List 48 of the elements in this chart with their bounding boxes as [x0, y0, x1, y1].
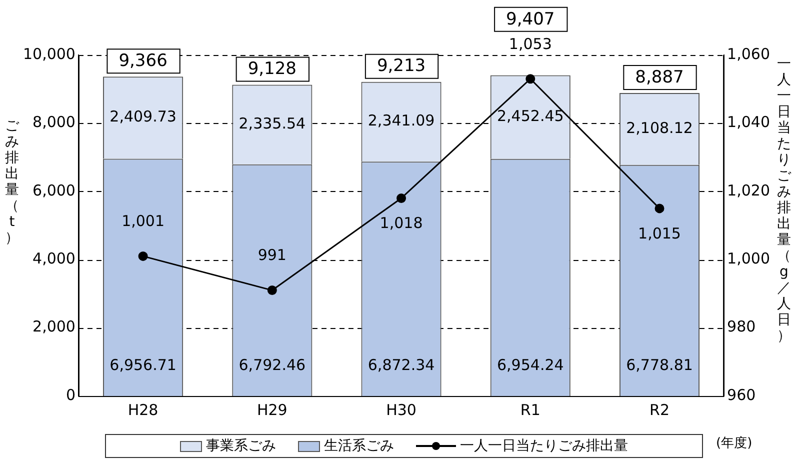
legend-label: 一人一日当たりごみ排出量: [460, 437, 628, 455]
data-label: 6,956.71: [110, 356, 176, 374]
y2-tick-label: 980: [727, 318, 756, 336]
legend-label: 生活系ごみ: [324, 437, 394, 455]
data-label: 6,872.34: [368, 356, 435, 374]
total-label: 9,213: [376, 56, 426, 76]
data-label: 2,409.73: [110, 108, 176, 126]
point: [654, 204, 664, 214]
y-tick-label: 8,000: [32, 113, 76, 132]
y-tick-label: 4,000: [32, 249, 76, 268]
data-label: 991: [258, 246, 286, 264]
y2-tick-label: 1,000: [727, 249, 770, 268]
data-label: 1,053: [508, 34, 552, 53]
x-tick-label: H29: [256, 400, 288, 419]
data-label: 1,001: [122, 212, 165, 230]
point: [267, 286, 277, 296]
legend-label: 事業系ごみ: [206, 437, 276, 455]
y2-tick-label: 1,040: [727, 113, 770, 132]
data-label: 6,792.46: [238, 356, 306, 374]
y-tick-label: 6,000: [32, 181, 76, 200]
point: [138, 251, 148, 261]
y2-tick-label: 1,020: [727, 181, 770, 200]
x-tick-label: H30: [386, 400, 416, 419]
text: (年度): [716, 435, 752, 452]
y-axis-title: ごみ排出量（t）: [4, 118, 20, 246]
y-tick-label: 10,000: [22, 44, 76, 63]
point: [526, 74, 536, 84]
data-label: 1,015: [638, 224, 681, 242]
data-label: 2,452.45: [496, 106, 564, 125]
x-tick-label: R2: [650, 400, 670, 419]
text: 一人一日当たりごみ排出量（g／人日）: [777, 56, 791, 344]
y2-tick-label: 960: [727, 386, 756, 404]
data-label: 2,335.54: [238, 114, 306, 132]
total-label: 9,407: [506, 9, 555, 30]
data-label: 1,018: [380, 214, 423, 232]
data-label: 6,954.24: [496, 356, 564, 374]
point: [396, 193, 406, 203]
total-label: 9,366: [118, 51, 168, 72]
data-label: 2,108.12: [626, 118, 693, 137]
data-label: 2,341.09: [368, 112, 435, 130]
data-label: 6,778.81: [626, 356, 693, 374]
x-tick-label: H28: [128, 400, 158, 419]
y-tick-label: 0: [66, 386, 76, 404]
total-label: 8,887: [635, 67, 684, 88]
total-label: 9,128: [248, 59, 296, 80]
x-tick-label: R1: [520, 400, 540, 419]
y2-tick-label: 1,060: [727, 44, 770, 63]
y-tick-label: 2,000: [32, 318, 76, 336]
